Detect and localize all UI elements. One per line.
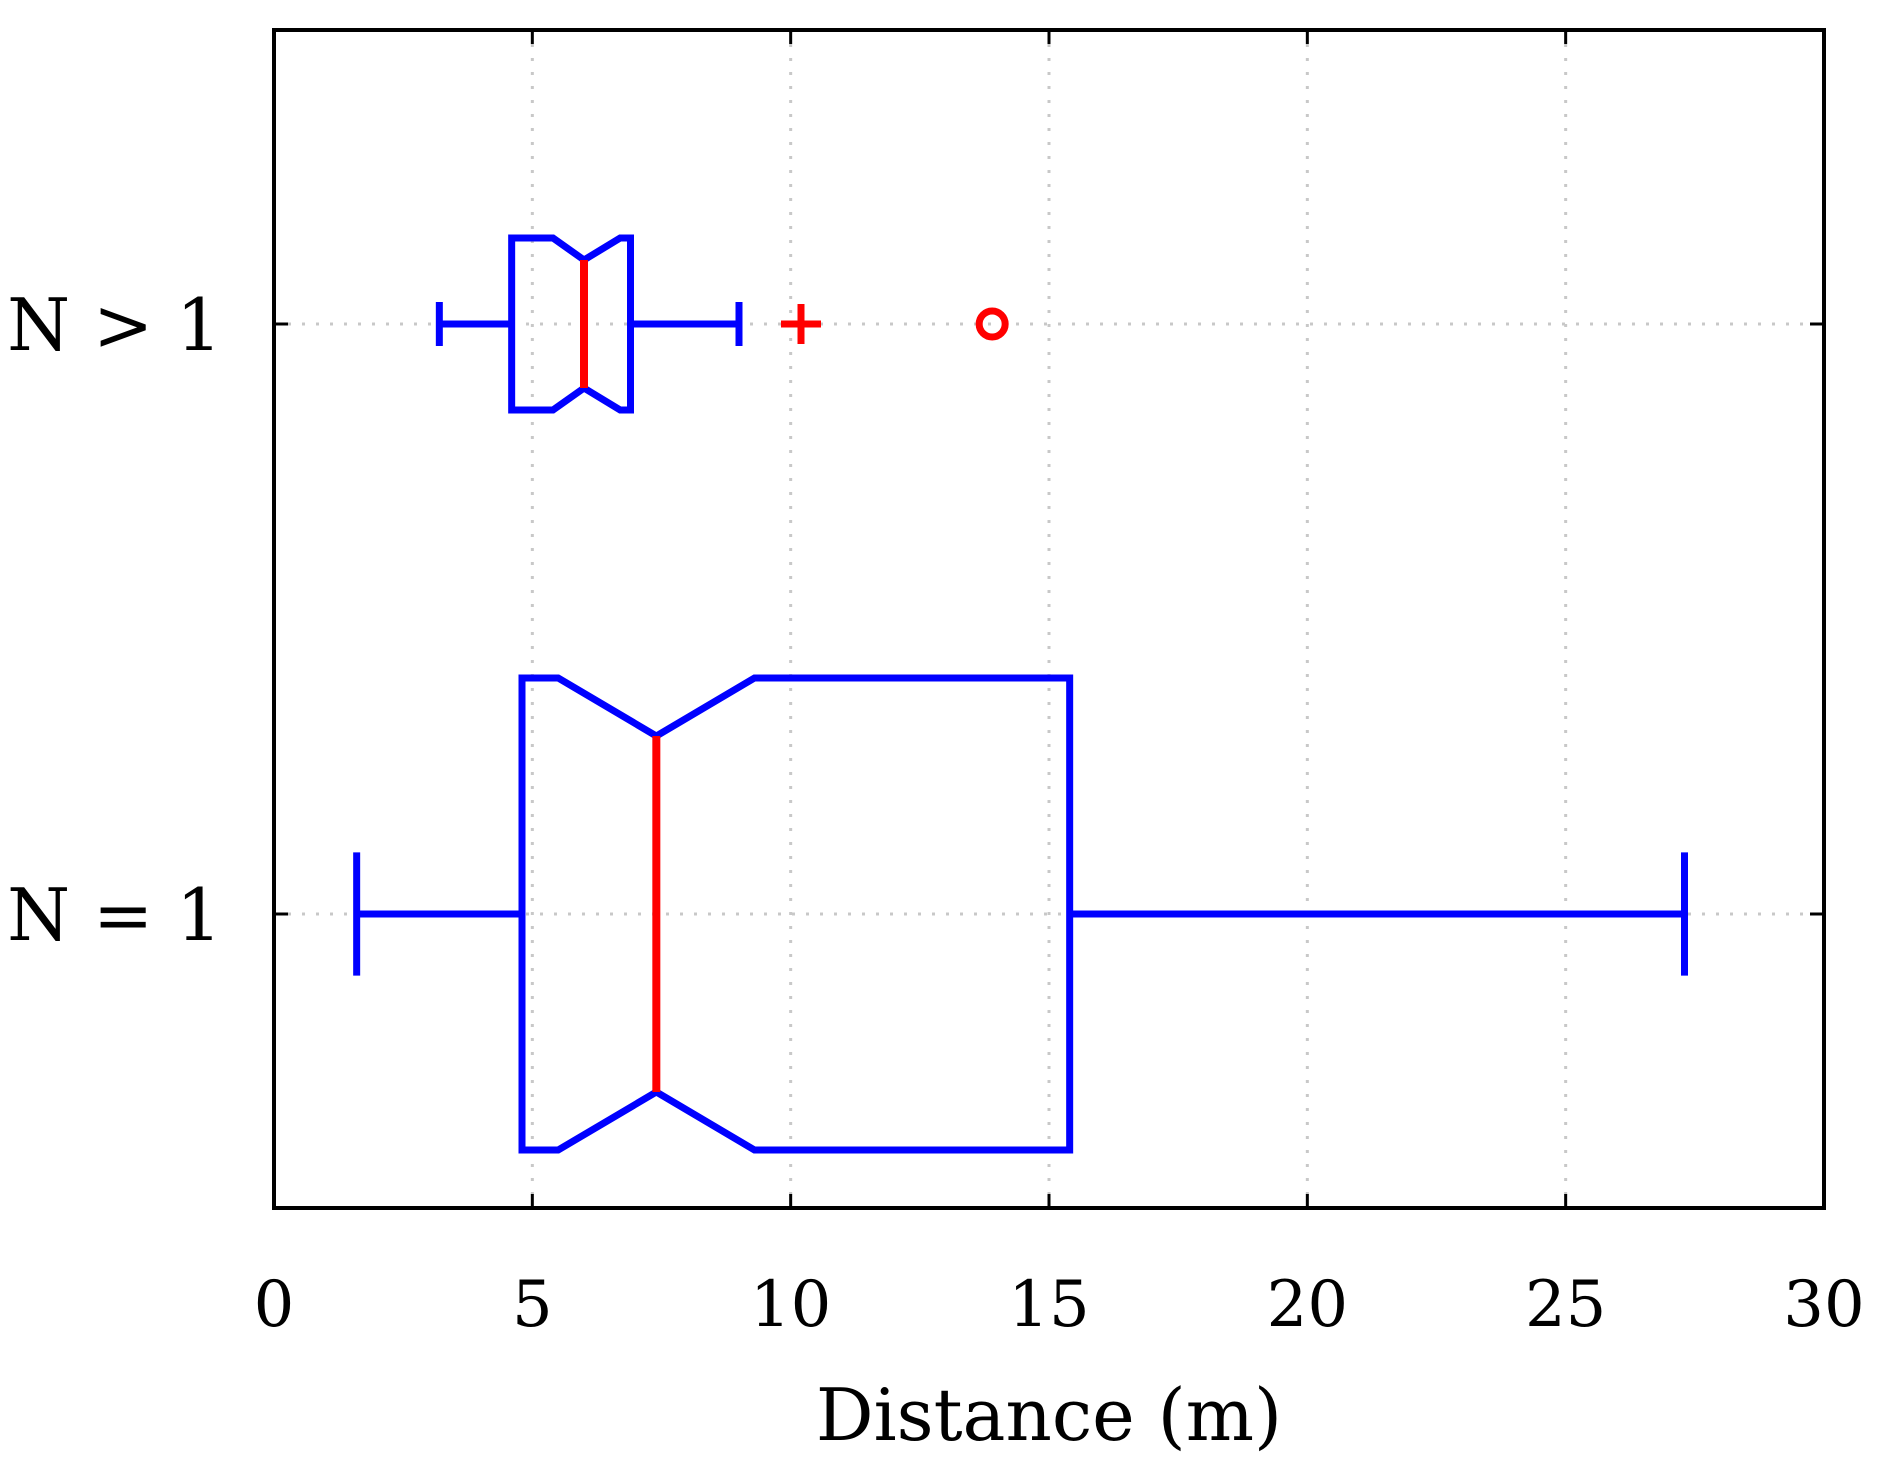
notched-box — [518, 674, 1074, 1154]
x-tick-label: 30 — [1783, 1268, 1864, 1342]
box-group — [435, 234, 1009, 414]
x-tick-label: 0 — [254, 1268, 295, 1342]
box-group — [353, 674, 1688, 1154]
grid-lines — [274, 30, 1824, 1208]
category-label: N = 1 — [7, 873, 222, 957]
x-tick-label: 20 — [1267, 1268, 1348, 1342]
outlier-circle — [975, 307, 1009, 341]
box-plots — [353, 234, 1688, 1154]
axis-ticks — [272, 30, 1826, 1208]
x-axis-title: Distance (m) — [816, 1373, 1282, 1457]
axis-labels: 0 5 10 15 20 25 30 N > 1 N = 1 — [7, 283, 1865, 1342]
x-tick-label: 10 — [750, 1268, 831, 1342]
category-label: N > 1 — [7, 283, 222, 367]
x-tick-label: 5 — [512, 1268, 553, 1342]
notched-box — [508, 234, 634, 414]
x-tick-label: 15 — [1008, 1268, 1089, 1342]
x-tick-label: 25 — [1525, 1268, 1606, 1342]
